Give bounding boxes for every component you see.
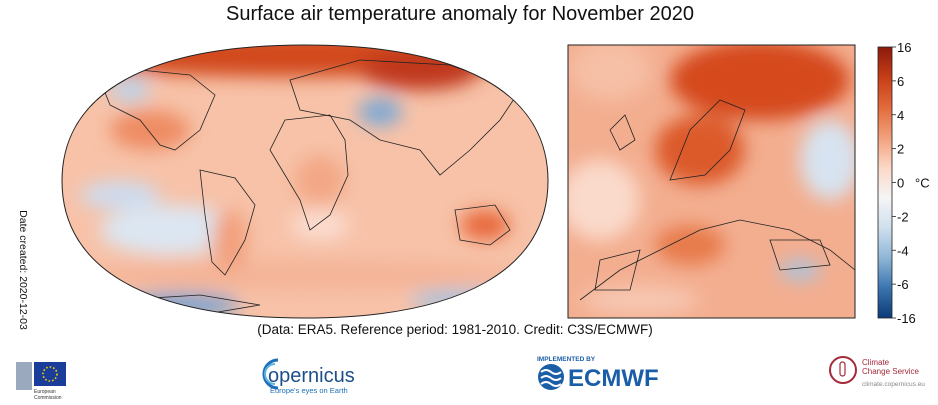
date-created: Date created: 2020-12-03 (17, 210, 29, 330)
c3s-text: Climate (862, 358, 890, 367)
copernicus-tagline: Europe's eyes on Earth (270, 386, 348, 395)
europe-map (568, 45, 855, 318)
ecmwf-name: ECMWF (568, 365, 659, 392)
colorbar-tick-label: -4 (897, 243, 909, 258)
eu-text: European (34, 389, 56, 395)
ecmwf-logo: IMPLEMENTED BY ECMWF (537, 356, 659, 392)
title: Surface air temperature anomaly for Nove… (226, 3, 694, 25)
eu-text: Commission (34, 395, 62, 401)
colorbar-tick-label: -2 (897, 209, 909, 224)
copernicus-logo: opernicus Europe's eyes on Earth (262, 358, 355, 395)
colorbar-tick-label: 0 (897, 176, 904, 191)
colorbar-tick-label: 2 (897, 142, 904, 157)
ecmwf-implemented: IMPLEMENTED BY (537, 356, 596, 363)
world-outline (61, 44, 549, 319)
colorbar-tick-label: 4 (897, 108, 904, 123)
c3s-logo: Climate Change Service climate.copernicu… (829, 356, 925, 388)
c3s-url: climate.copernicus.eu (862, 381, 925, 388)
eu-logo: European Commission (16, 362, 66, 401)
colorbar-tick-label: 6 (897, 74, 904, 89)
colorbar-tick-label: -16 (897, 311, 916, 326)
world-map (62, 45, 548, 318)
c3s-text: Change Service (862, 367, 919, 376)
europe-frame (567, 44, 856, 319)
copernicus-name: opernicus (268, 365, 355, 387)
credit: (Data: ERA5. Reference period: 1981-2010… (257, 322, 652, 337)
colorbar-unit: °C (915, 176, 930, 191)
colorbar-tick-label: 16 (897, 40, 911, 55)
colorbar-tick-label: -6 (897, 277, 909, 292)
colorbar (877, 46, 893, 319)
